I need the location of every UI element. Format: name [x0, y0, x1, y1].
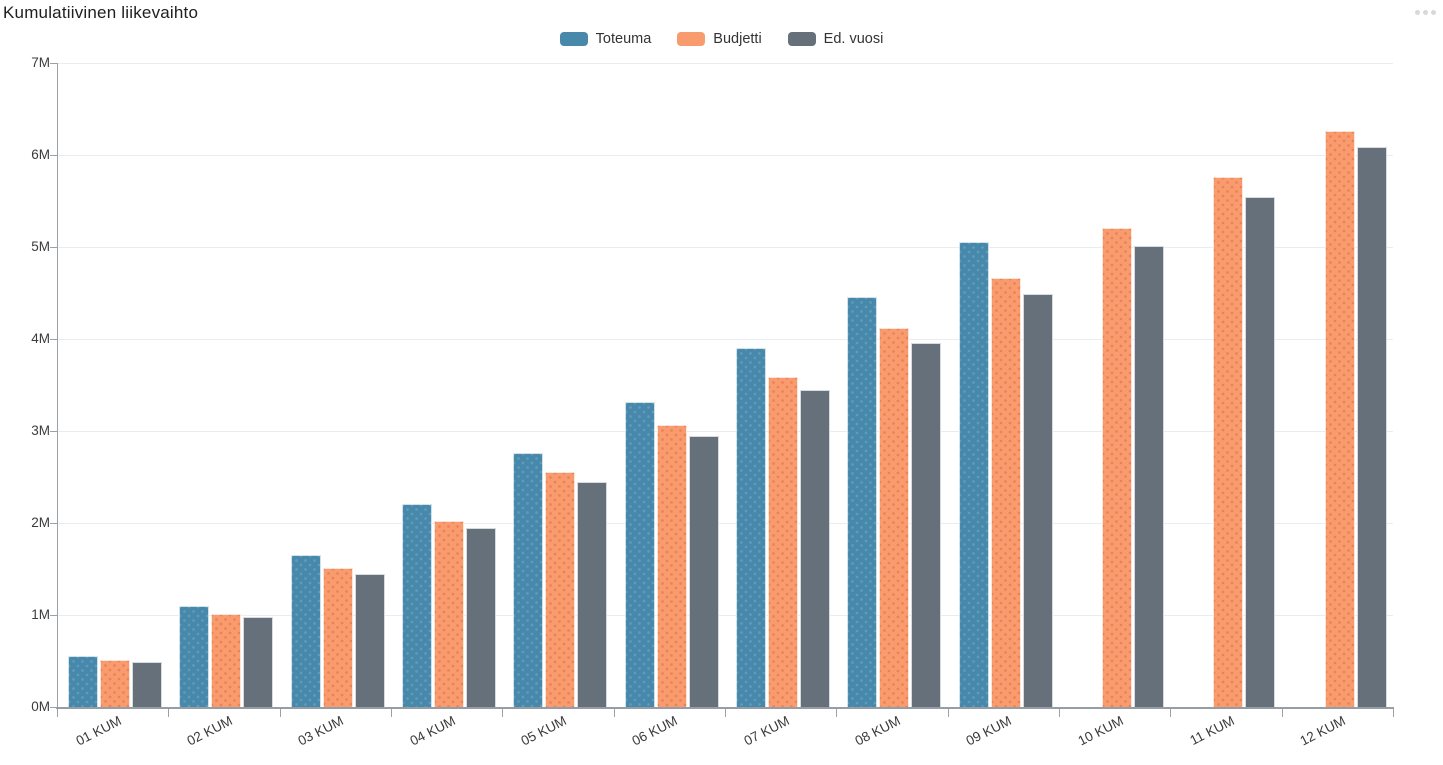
y-axis-label: 2M	[31, 515, 50, 530]
x-axis-label: 11 KUM	[1187, 713, 1237, 749]
gridline-4M	[57, 339, 1393, 340]
bar-ed-vuosi-04-kum[interactable]	[466, 528, 496, 707]
x-axis-label: 07 KUM	[741, 713, 792, 749]
bar-toteuma-09-kum[interactable]	[959, 242, 989, 707]
bar-budjetti-11-kum[interactable]	[1213, 177, 1243, 707]
ellipsis-icon[interactable]	[1413, 8, 1438, 17]
bar-budjetti-12-kum[interactable]	[1325, 131, 1355, 707]
bar-toteuma-08-kum[interactable]	[847, 297, 877, 707]
ellipsis-dot	[1415, 10, 1420, 15]
y-axis-label: 4M	[31, 331, 50, 346]
y-axis-line	[57, 63, 58, 707]
x-axis-tick	[1170, 709, 1171, 717]
bar-budjetti-10-kum[interactable]	[1102, 228, 1132, 707]
legend-label-budjetti: Budjetti	[713, 31, 762, 47]
bar-ed-vuosi-07-kum[interactable]	[800, 390, 830, 707]
y-axis-tick	[50, 615, 57, 616]
bar-budjetti-04-kum[interactable]	[434, 521, 464, 707]
bar-budjetti-07-kum[interactable]	[768, 377, 798, 707]
legend-label-ed-vuosi: Ed. vuosi	[823, 31, 884, 47]
ellipsis-dot	[1431, 10, 1436, 15]
x-axis-label: 04 KUM	[407, 713, 458, 749]
x-axis-label: 05 KUM	[518, 713, 569, 749]
y-axis-label: 3M	[31, 423, 50, 438]
bar-toteuma-05-kum[interactable]	[513, 453, 543, 707]
gridline-3M	[57, 431, 1393, 432]
chart-legend: Toteuma Budjetti Ed. vuosi	[0, 31, 1443, 47]
bar-toteuma-02-kum[interactable]	[179, 606, 209, 707]
bar-ed-vuosi-01-kum[interactable]	[132, 662, 162, 707]
page-title: Kumulatiivinen liikevaihto	[3, 3, 199, 22]
ellipsis-dot	[1423, 10, 1428, 15]
bar-toteuma-06-kum[interactable]	[625, 402, 655, 707]
bar-toteuma-07-kum[interactable]	[736, 348, 766, 707]
y-axis-tick	[50, 339, 57, 340]
bar-ed-vuosi-11-kum[interactable]	[1245, 197, 1275, 707]
x-axis-tick	[57, 709, 58, 717]
gridline-7M	[57, 63, 1393, 64]
x-axis-tick	[1059, 709, 1060, 717]
legend-item-toteuma[interactable]: Toteuma	[559, 31, 652, 47]
x-axis-tick	[614, 709, 615, 717]
y-axis-tick	[50, 431, 57, 432]
y-axis-tick	[50, 63, 57, 64]
legend-swatch-ed-vuosi	[787, 32, 816, 46]
x-axis-label: 10 KUM	[1075, 713, 1126, 749]
x-axis-label: 01 KUM	[73, 713, 124, 749]
bar-budjetti-05-kum[interactable]	[545, 472, 575, 707]
gridline-2M	[57, 523, 1393, 524]
bar-toteuma-01-kum[interactable]	[68, 656, 98, 707]
x-axis-tick	[168, 709, 169, 717]
y-axis-tick	[50, 707, 57, 708]
x-axis-tick	[280, 709, 281, 717]
y-axis-tick	[50, 155, 57, 156]
bar-ed-vuosi-12-kum[interactable]	[1357, 147, 1387, 707]
bar-ed-vuosi-06-kum[interactable]	[689, 436, 719, 707]
bar-ed-vuosi-03-kum[interactable]	[355, 574, 385, 707]
x-axis-tick	[502, 709, 503, 717]
gridline-6M	[57, 155, 1393, 156]
x-axis-tick	[725, 709, 726, 717]
y-axis-label: 1M	[31, 607, 50, 622]
bar-budjetti-01-kum[interactable]	[100, 660, 130, 707]
bar-toteuma-03-kum[interactable]	[291, 555, 321, 707]
legend-item-ed-vuosi[interactable]: Ed. vuosi	[787, 31, 884, 47]
bar-ed-vuosi-02-kum[interactable]	[243, 617, 273, 707]
legend-swatch-toteuma	[559, 32, 588, 46]
bar-budjetti-03-kum[interactable]	[323, 568, 353, 707]
x-axis-label: 03 KUM	[295, 713, 346, 749]
bar-ed-vuosi-05-kum[interactable]	[577, 482, 607, 707]
x-axis-label: 08 KUM	[852, 713, 903, 749]
legend-swatch-budjetti	[677, 32, 706, 46]
x-axis-tick	[1393, 709, 1394, 717]
y-axis-label: 0M	[31, 699, 50, 714]
bar-ed-vuosi-09-kum[interactable]	[1023, 294, 1053, 707]
bar-budjetti-02-kum[interactable]	[211, 614, 241, 707]
x-axis-label: 12 KUM	[1297, 713, 1348, 749]
y-axis-label: 6M	[31, 147, 50, 162]
x-axis-tick	[948, 709, 949, 717]
legend-label-toteuma: Toteuma	[595, 31, 652, 47]
y-axis-tick	[50, 247, 57, 248]
bar-budjetti-09-kum[interactable]	[991, 278, 1021, 707]
x-axis-line	[56, 707, 1394, 709]
x-axis-tick	[391, 709, 392, 717]
bar-ed-vuosi-10-kum[interactable]	[1134, 246, 1164, 707]
x-axis-tick	[836, 709, 837, 717]
bar-budjetti-08-kum[interactable]	[879, 328, 909, 707]
x-axis-label: 09 KUM	[963, 713, 1014, 749]
legend-item-budjetti[interactable]: Budjetti	[677, 31, 762, 47]
gridline-5M	[57, 247, 1393, 248]
y-axis-label: 7M	[31, 55, 50, 70]
x-axis-label: 02 KUM	[184, 713, 235, 749]
gridline-1M	[57, 615, 1393, 616]
x-axis-label: 06 KUM	[629, 713, 680, 749]
x-axis-tick	[1282, 709, 1283, 717]
y-axis-label: 5M	[31, 239, 50, 254]
bar-toteuma-04-kum[interactable]	[402, 504, 432, 707]
bar-ed-vuosi-08-kum[interactable]	[911, 343, 941, 707]
bar-budjetti-06-kum[interactable]	[657, 425, 687, 707]
y-axis-tick	[50, 523, 57, 524]
